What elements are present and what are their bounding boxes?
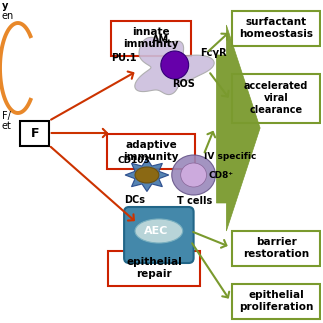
Text: F: F — [30, 127, 39, 140]
Text: et: et — [2, 121, 12, 131]
Text: T cells: T cells — [177, 196, 212, 206]
FancyBboxPatch shape — [108, 251, 200, 286]
FancyBboxPatch shape — [232, 231, 320, 266]
FancyBboxPatch shape — [107, 133, 195, 169]
Text: adaptive
immunity: adaptive immunity — [123, 140, 179, 162]
Ellipse shape — [135, 219, 183, 243]
Polygon shape — [125, 159, 169, 192]
Text: AEC: AEC — [144, 226, 168, 236]
Ellipse shape — [172, 155, 215, 195]
Text: en: en — [2, 11, 14, 21]
Text: epithelial
proliferation: epithelial proliferation — [239, 290, 313, 312]
Text: CD103⁺: CD103⁺ — [117, 155, 154, 164]
FancyBboxPatch shape — [232, 74, 320, 122]
Text: y: y — [2, 1, 8, 11]
Polygon shape — [135, 37, 214, 95]
Text: CD8⁺: CD8⁺ — [209, 171, 234, 180]
FancyBboxPatch shape — [232, 11, 320, 46]
Text: PU.1: PU.1 — [111, 53, 137, 63]
Text: accelerated
viral
clearance: accelerated viral clearance — [244, 81, 308, 115]
Text: IV specific: IV specific — [203, 152, 256, 161]
Text: DCs: DCs — [125, 195, 146, 205]
Text: ROS: ROS — [172, 79, 195, 89]
Text: F/: F/ — [2, 111, 11, 121]
Ellipse shape — [181, 163, 206, 187]
Text: barrier
restoration: barrier restoration — [243, 237, 309, 259]
Text: FcγR: FcγR — [201, 48, 227, 58]
Text: epithelial
repair: epithelial repair — [126, 257, 182, 279]
FancyBboxPatch shape — [20, 120, 49, 145]
FancyBboxPatch shape — [124, 207, 193, 263]
Text: innate
immunity: innate immunity — [123, 27, 179, 49]
Ellipse shape — [161, 51, 189, 79]
FancyBboxPatch shape — [111, 20, 191, 56]
Text: AM: AM — [152, 35, 169, 45]
Polygon shape — [216, 25, 260, 231]
Ellipse shape — [135, 167, 159, 183]
Text: surfactant
homeostasis: surfactant homeostasis — [239, 17, 313, 39]
FancyBboxPatch shape — [232, 284, 320, 318]
